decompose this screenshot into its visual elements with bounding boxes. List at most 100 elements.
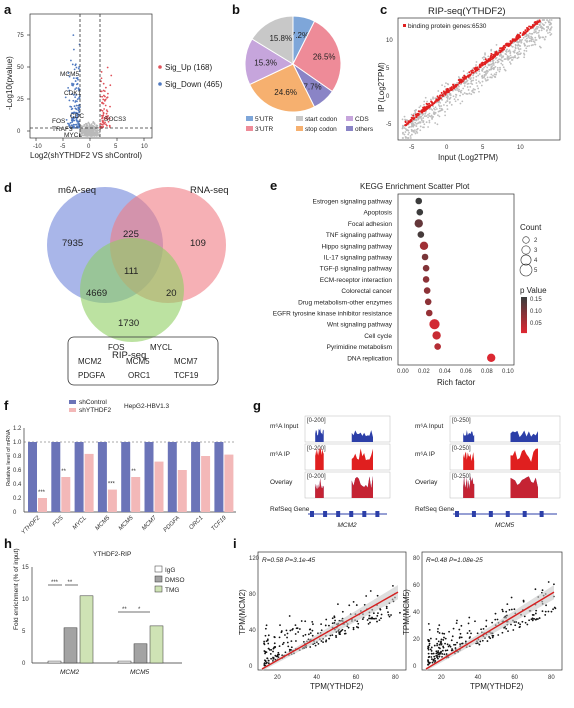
- corr-point: [379, 608, 382, 611]
- rip-point: [433, 107, 435, 110]
- volcano-point: [86, 134, 89, 137]
- corr-point: [380, 613, 383, 616]
- panel-label-c: c: [380, 2, 387, 17]
- rip-point: [474, 68, 477, 71]
- corr-point: [428, 640, 431, 642]
- rip-point: [492, 74, 494, 77]
- pie-legend: 5'UTR start codon CDS 3'UTR stop codon others: [246, 116, 374, 133]
- rip-point: [407, 129, 410, 132]
- rip-point: [440, 105, 443, 107]
- corr-point: [352, 628, 355, 631]
- rip-point: [490, 48, 493, 51]
- corr-point: [438, 624, 441, 627]
- rip-point: [485, 61, 488, 64]
- track-peak: [315, 478, 324, 498]
- corr-point: [311, 620, 314, 623]
- corr-point: [369, 621, 371, 624]
- volcano-point: [77, 120, 80, 123]
- barf-category-label: PDGFA: [163, 515, 182, 534]
- rip-point: [528, 32, 531, 35]
- barf-bar-sh: [61, 477, 71, 512]
- corr-point: [264, 634, 267, 637]
- kegg-colorbar-segment: [521, 301, 527, 304]
- kegg-pathway-label: TNF signaling pathway: [326, 232, 393, 239]
- corr-point: [459, 643, 462, 646]
- volcano-point: [92, 129, 95, 132]
- rip-point: [472, 77, 475, 79]
- rip-point: [488, 58, 491, 61]
- kegg-colorbar-segment: [521, 313, 527, 316]
- panel-f: f HepG2-HBV1.3 shControl shYTHDF2 0 0.2 0.…: [4, 398, 236, 536]
- corr-point: [282, 641, 285, 644]
- corr-point: [328, 637, 331, 640]
- rip-point: [423, 123, 426, 126]
- corr-ytick-label: 40: [249, 628, 256, 634]
- corr-point: [311, 634, 314, 637]
- rip-point: [490, 54, 493, 57]
- volcano-point: [101, 117, 103, 120]
- rip-point: [530, 35, 532, 38]
- corr-point: [265, 661, 268, 664]
- corr-point: [377, 612, 379, 614]
- corr-point: [485, 625, 488, 628]
- kegg-count-legend-marker: [522, 236, 530, 244]
- volcano-point: [74, 96, 77, 99]
- rip-point: [548, 31, 551, 34]
- rip-point: [414, 111, 417, 114]
- rip-point: [468, 71, 471, 74]
- rip-point: [423, 115, 426, 117]
- rip-point: [446, 104, 448, 107]
- corr-point: [460, 636, 463, 639]
- venn-circle-rip: [80, 238, 184, 342]
- rip-point: [441, 84, 443, 87]
- legend-up: Sig_Up (168): [165, 63, 212, 72]
- corr-ytick-label: 80: [249, 592, 256, 598]
- corr-point: [505, 627, 508, 630]
- rip-point: [475, 64, 477, 66]
- rip-point: [462, 78, 465, 81]
- volcano-ticks: -10 -5 0 5 10 0 25 50 75: [17, 33, 148, 150]
- kegg-colorbar-segment: [521, 307, 527, 310]
- volcano-point: [74, 80, 77, 82]
- corr-point: [304, 633, 307, 636]
- corr-point: [441, 649, 444, 652]
- corr-point: [427, 660, 429, 663]
- barf-bar-sh: [84, 453, 94, 512]
- volcano-point: [109, 84, 112, 87]
- volcano-point: [109, 105, 111, 108]
- rip-point: [473, 91, 476, 94]
- rip-point: [496, 61, 499, 64]
- barh-ytick-label: 15: [22, 565, 29, 571]
- rip-point: [470, 79, 473, 82]
- rip-point: [428, 119, 431, 122]
- kegg-point: [419, 241, 429, 250]
- rip-point: [431, 117, 433, 119]
- corr-point: [375, 617, 377, 620]
- kegg-colorbar-segment: [521, 318, 527, 320]
- corr-point: [334, 619, 336, 622]
- barh-ytick-label: 10: [22, 597, 29, 603]
- rip-point: [470, 93, 473, 96]
- barf-bar-sh: [38, 498, 47, 512]
- volcano-point: [67, 86, 70, 89]
- rip-point: [547, 27, 550, 30]
- rip-point: [511, 40, 514, 43]
- rip-point: [407, 133, 410, 136]
- rip-point: [412, 113, 415, 115]
- corr-point: [263, 664, 266, 667]
- rip-point: [503, 58, 506, 61]
- corr-stat: R=0.58 P=3.1e-45: [262, 557, 316, 564]
- pie-legend-marker: [346, 126, 353, 131]
- rip-point: [426, 100, 428, 103]
- volcano-point: [77, 78, 79, 81]
- rip-point: [417, 112, 420, 115]
- kegg-p-tick-label: 0.10: [530, 309, 542, 315]
- rip-point: [523, 56, 526, 59]
- corr-point: [325, 618, 328, 621]
- volcano-point: [75, 108, 78, 111]
- corr-point: [335, 636, 338, 639]
- corr-point: [355, 604, 358, 606]
- corr-point: [437, 627, 439, 630]
- corr-point: [438, 655, 441, 658]
- rip-point: [446, 100, 449, 102]
